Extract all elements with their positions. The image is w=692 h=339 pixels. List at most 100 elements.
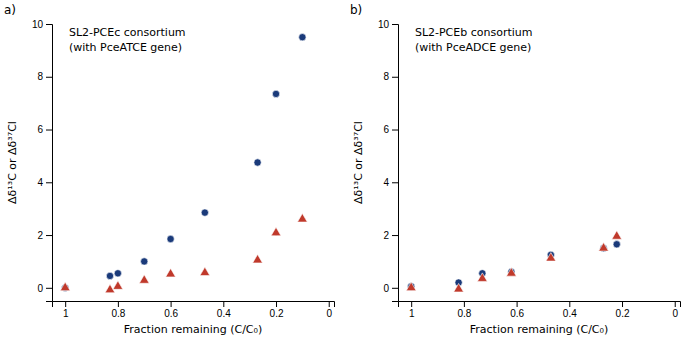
x-axis: 1 0.8 0.6 0.4 0.2 0 xyxy=(399,301,681,319)
x-tick-mark xyxy=(329,301,330,307)
y-tick-label: 2 xyxy=(37,230,43,241)
y-tick: 8 xyxy=(383,71,398,82)
y-tick-label: 4 xyxy=(383,177,389,188)
point xyxy=(613,241,620,248)
x-tick: 0.6 xyxy=(510,301,524,319)
y-tick: 0 xyxy=(383,283,398,294)
point xyxy=(271,227,281,236)
subtitle: (with PceADCE gene) xyxy=(415,41,531,54)
y-tick-mark xyxy=(392,24,398,25)
x-tick-label: 1 xyxy=(63,308,69,319)
point xyxy=(201,209,208,216)
point xyxy=(599,243,609,252)
panel-label: b) xyxy=(350,3,362,17)
y-tick-mark xyxy=(392,130,398,131)
x-axis-title: Fraction remaining (C/C₀) xyxy=(470,323,609,336)
point xyxy=(272,90,279,97)
point xyxy=(114,270,121,277)
point xyxy=(60,282,70,291)
y-tick-mark xyxy=(392,77,398,78)
y-tick: 2 xyxy=(383,230,398,241)
x-tick: 0.4 xyxy=(563,301,577,319)
x-tick-label: 0.8 xyxy=(111,308,125,319)
x-tick-mark xyxy=(276,301,277,307)
y-tick-mark xyxy=(46,182,52,183)
y-axis: 0 2 4 6 8 10 xyxy=(32,19,53,302)
y-tick: 2 xyxy=(37,230,52,241)
x-tick-label: 0.6 xyxy=(510,308,524,319)
x-axis: 1 0.8 0.6 0.4 0.2 0 xyxy=(53,301,335,319)
x-tick: 0.4 xyxy=(217,301,231,319)
point xyxy=(454,283,464,292)
series xyxy=(60,214,307,293)
x-tick: 1 xyxy=(63,301,69,319)
x-axis-title: Fraction remaining (C/C₀) xyxy=(124,323,263,336)
y-tick-mark xyxy=(392,235,398,236)
x-tick-label: 1 xyxy=(409,308,415,319)
panel: 1 0.8 0.6 0.4 0.2 0 0 2 4 6 8 10 Fraction remaining … xyxy=(350,3,681,336)
y-tick-label: 6 xyxy=(37,124,43,135)
point xyxy=(477,273,487,282)
x-tick-label: 0 xyxy=(326,308,332,319)
title: SL2-PCEb consortium xyxy=(415,26,533,39)
x-tick-label: 0.2 xyxy=(616,308,630,319)
x-tick-label: 0.4 xyxy=(563,308,577,319)
point xyxy=(253,254,263,263)
y-tick-mark xyxy=(46,235,52,236)
x-tick: 0.2 xyxy=(616,301,630,319)
y-tick-label: 4 xyxy=(37,177,43,188)
series xyxy=(62,34,307,292)
x-tick: 0.8 xyxy=(457,301,471,319)
y-axis-line xyxy=(392,25,399,302)
point xyxy=(200,267,210,276)
y-axis-line xyxy=(46,25,53,302)
point xyxy=(113,281,123,290)
y-tick-mark xyxy=(46,77,52,78)
point xyxy=(139,275,149,284)
y-tick-label: 6 xyxy=(383,124,389,135)
y-tick: 10 xyxy=(32,19,52,30)
x-tick-mark xyxy=(223,301,224,307)
y-tick-mark xyxy=(392,288,398,289)
panel-label: a) xyxy=(4,3,16,17)
series xyxy=(406,231,621,292)
x-tick-mark xyxy=(622,301,623,307)
y-tick: 6 xyxy=(37,124,52,135)
x-axis-line xyxy=(53,302,335,308)
y-tick: 0 xyxy=(37,283,52,294)
y-tick-label: 2 xyxy=(383,230,389,241)
point xyxy=(106,272,113,279)
x-tick: 0.6 xyxy=(164,301,178,319)
point xyxy=(297,214,307,223)
x-tick-mark xyxy=(517,301,518,307)
x-tick-mark xyxy=(464,301,465,307)
y-tick-label: 0 xyxy=(383,283,389,294)
x-tick: 0.2 xyxy=(270,301,284,319)
x-tick: 0 xyxy=(672,301,678,319)
panel: 1 0.8 0.6 0.4 0.2 0 0 2 4 6 8 10 Fraction remaining … xyxy=(4,3,335,336)
point xyxy=(166,268,176,277)
point xyxy=(141,258,148,265)
y-tick-mark xyxy=(392,182,398,183)
plot-area xyxy=(60,34,307,293)
x-tick-label: 0.4 xyxy=(217,308,231,319)
x-tick-label: 0 xyxy=(672,308,678,319)
x-tick-label: 0.8 xyxy=(457,308,471,319)
point xyxy=(506,268,516,277)
x-tick-mark xyxy=(675,301,676,307)
x-axis-line xyxy=(399,302,681,308)
y-tick: 10 xyxy=(378,19,398,30)
x-tick-mark xyxy=(569,301,570,307)
series xyxy=(408,241,621,291)
point xyxy=(299,34,306,41)
y-tick-label: 0 xyxy=(37,283,43,294)
point xyxy=(612,231,622,240)
subtitle: (with PceATCE gene) xyxy=(69,41,182,54)
y-axis: 0 2 4 6 8 10 xyxy=(378,19,399,302)
y-tick-mark xyxy=(46,24,52,25)
y-tick-label: 8 xyxy=(37,71,43,82)
y-tick: 4 xyxy=(37,177,52,188)
y-tick-mark xyxy=(46,288,52,289)
y-axis-title: Δδ¹³C or Δδ³⁷Cl xyxy=(6,121,19,204)
y-tick: 8 xyxy=(37,71,52,82)
